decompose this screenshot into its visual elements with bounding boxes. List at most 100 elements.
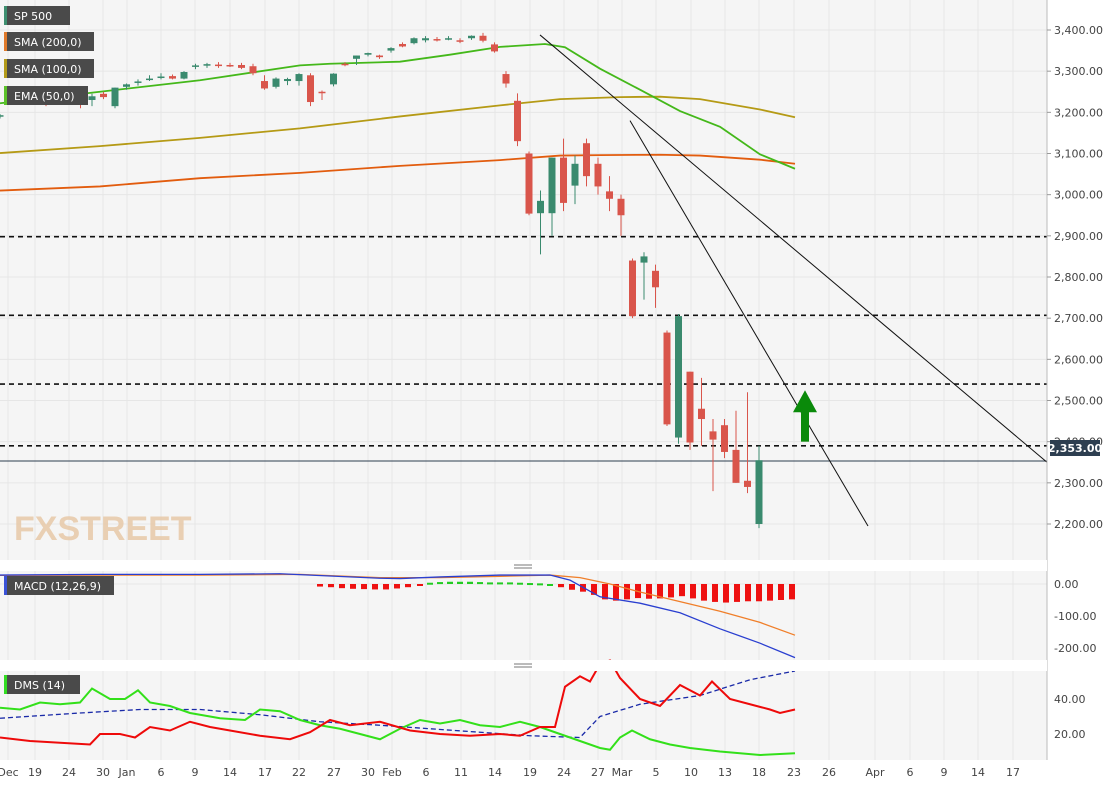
macd-histogram-bar bbox=[690, 584, 696, 599]
candle-body bbox=[640, 256, 648, 263]
legend-dms[interactable]: DMS (14) bbox=[4, 675, 80, 694]
time-axis-label: 30 bbox=[361, 766, 375, 779]
macd-histogram-bar bbox=[457, 581, 463, 584]
macd-histogram-bar bbox=[328, 584, 334, 588]
candle-body bbox=[261, 81, 268, 89]
arrow-head bbox=[793, 390, 817, 413]
candle-body bbox=[272, 78, 280, 87]
minus-di-line bbox=[0, 659, 796, 746]
macd-axis-ticks: 0.00 -100.00 -200.00 bbox=[1054, 578, 1096, 655]
candle-body bbox=[594, 163, 602, 187]
macd-histogram-bar bbox=[789, 584, 795, 600]
candle-body bbox=[571, 163, 579, 186]
macd-histogram-bar bbox=[668, 584, 674, 598]
candle-body bbox=[548, 157, 556, 214]
candle-body bbox=[629, 260, 636, 317]
time-axis-label: 11 bbox=[454, 766, 468, 779]
legend-ema50-label: EMA (50,0) bbox=[14, 90, 75, 103]
macd-tick-label: 0.00 bbox=[1054, 578, 1079, 591]
candle-body bbox=[376, 55, 383, 58]
legend-sma200-label: SMA (200,0) bbox=[14, 36, 82, 49]
horizontal-levels bbox=[0, 235, 1047, 462]
legend-sma100[interactable]: SMA (100,0) bbox=[4, 59, 94, 78]
time-axis-label: 5 bbox=[653, 766, 660, 779]
candle-body bbox=[330, 73, 337, 85]
price-tick-label: 2,700.00 bbox=[1054, 312, 1103, 325]
candle-body bbox=[134, 81, 142, 83]
time-axis-label: 17 bbox=[258, 766, 272, 779]
candle-body bbox=[755, 460, 763, 524]
candle-body bbox=[721, 425, 728, 452]
candle-body bbox=[491, 44, 498, 52]
legend-ema50[interactable]: EMA (50,0) bbox=[4, 86, 88, 105]
candle-body bbox=[0, 115, 4, 117]
trendline bbox=[539, 34, 1048, 463]
candle-body bbox=[525, 153, 533, 214]
time-axis-label: 19 bbox=[28, 766, 42, 779]
candle-body bbox=[479, 35, 487, 41]
legend-sp500[interactable]: SP 500 bbox=[4, 6, 70, 25]
candle-body bbox=[583, 143, 590, 177]
last-price-label: 2,353.00 bbox=[1048, 442, 1103, 455]
sma100-line bbox=[0, 95, 796, 154]
macd-histogram-bar bbox=[394, 584, 400, 589]
watermark: FXSTREET bbox=[14, 510, 192, 548]
price-tick-label: 3,400.00 bbox=[1054, 24, 1103, 37]
candle-body bbox=[744, 480, 751, 487]
macd-histogram-bar bbox=[339, 584, 345, 589]
candle-body bbox=[732, 449, 740, 483]
legend-macd[interactable]: MACD (12,26,9) bbox=[4, 576, 114, 595]
candle-body bbox=[387, 48, 395, 51]
candle-body bbox=[364, 53, 372, 55]
candle-body bbox=[422, 38, 429, 41]
macd-tick-label: -100.00 bbox=[1054, 610, 1096, 623]
candle-body bbox=[238, 64, 245, 68]
candle-body bbox=[88, 96, 96, 100]
candle-body bbox=[502, 74, 510, 84]
time-axis-label: 6 bbox=[423, 766, 430, 779]
candle-body bbox=[675, 316, 682, 438]
candle-body bbox=[514, 100, 521, 142]
time-axis-labels: Dec 19 24 30 Jan 6 9 14 17 22 27 30 Feb 6 11 14 19 24 27 Ma… bbox=[0, 766, 1020, 779]
macd-histogram-bar bbox=[447, 581, 453, 584]
macd-histogram-bar bbox=[602, 584, 608, 600]
arrow-shaft bbox=[801, 410, 809, 442]
last-price-tag: 2,353.00 bbox=[1048, 440, 1103, 456]
macd-histogram-bar bbox=[405, 584, 411, 588]
time-axis-label: 24 bbox=[62, 766, 76, 779]
price-tick-label: 3,000.00 bbox=[1054, 189, 1103, 202]
candle-body bbox=[169, 76, 176, 79]
candle-body bbox=[399, 43, 406, 47]
macd-histogram-bar bbox=[756, 584, 762, 602]
time-axis-label: 19 bbox=[523, 766, 537, 779]
macd-histogram-bar bbox=[537, 583, 543, 586]
macd-histogram-bar bbox=[657, 584, 663, 599]
time-axis-label: Apr bbox=[865, 766, 885, 779]
candle-body bbox=[353, 55, 360, 59]
macd-histogram-bar bbox=[517, 582, 523, 585]
macd-histogram-bar bbox=[723, 584, 729, 603]
candle-body bbox=[433, 39, 441, 41]
candle-body bbox=[560, 157, 567, 203]
candle-body bbox=[146, 78, 153, 81]
legend-sma100-label: SMA (100,0) bbox=[14, 63, 82, 76]
legend-dms-label: DMS (14) bbox=[14, 679, 65, 692]
plus-di-line bbox=[0, 687, 796, 757]
macd-tick-label: -200.00 bbox=[1054, 642, 1096, 655]
legend-sma200[interactable]: SMA (200,0) bbox=[4, 32, 94, 51]
price-tick-label: 2,900.00 bbox=[1054, 230, 1103, 243]
macd-histogram-bar bbox=[591, 584, 597, 595]
candle-body bbox=[249, 66, 257, 74]
candle-body bbox=[341, 63, 349, 66]
resize-handle[interactable] bbox=[514, 564, 532, 569]
candle-body bbox=[456, 40, 464, 42]
candle-body bbox=[686, 371, 694, 443]
resize-handle[interactable] bbox=[514, 663, 532, 668]
trendline bbox=[629, 120, 869, 527]
price-axis-ticks: 3,400.00 3,300.00 3,200.00 3,100.00 3,000.00… bbox=[1047, 24, 1103, 531]
time-axis-label: 9 bbox=[941, 766, 948, 779]
time-axis-label: 13 bbox=[718, 766, 732, 779]
candle-body bbox=[318, 91, 326, 94]
candle-body bbox=[180, 71, 188, 79]
candle-body bbox=[468, 35, 475, 39]
